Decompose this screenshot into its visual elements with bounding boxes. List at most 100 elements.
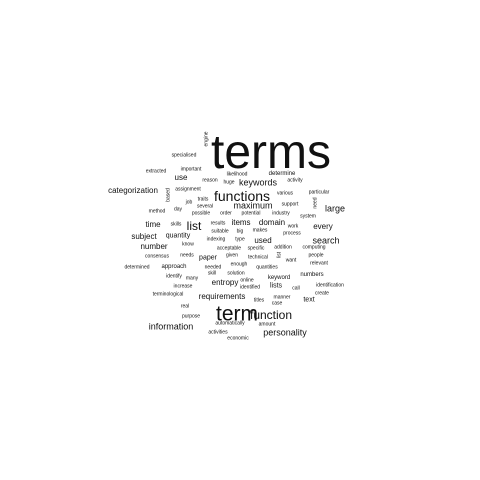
cloud-word: people bbox=[308, 252, 324, 259]
cloud-word: need bbox=[312, 197, 319, 209]
cloud-word: numbers bbox=[300, 272, 324, 278]
cloud-word: order bbox=[220, 210, 232, 217]
cloud-word: identified bbox=[239, 284, 261, 291]
cloud-word: indexing bbox=[206, 236, 226, 243]
cloud-word: technical bbox=[248, 254, 268, 261]
cloud-word: potential bbox=[241, 210, 261, 217]
cloud-word: time bbox=[145, 220, 161, 229]
cloud-word: engine bbox=[203, 131, 210, 147]
cloud-word: terms bbox=[211, 126, 331, 179]
cloud-word: likelihood bbox=[226, 171, 248, 178]
cloud-word: keyword bbox=[267, 275, 291, 281]
cloud-word: specialised bbox=[171, 152, 197, 159]
cloud-word: approach bbox=[161, 264, 187, 270]
cloud-word: assignment bbox=[175, 186, 201, 193]
cloud-word: used bbox=[254, 236, 272, 245]
cloud-word: method bbox=[148, 208, 166, 215]
cloud-word: every bbox=[313, 222, 333, 231]
cloud-word: quantities bbox=[256, 264, 278, 271]
cloud-word: identify bbox=[166, 273, 182, 280]
cloud-word: real bbox=[180, 303, 190, 310]
cloud-word: determined bbox=[124, 264, 150, 271]
cloud-word: day bbox=[173, 206, 183, 213]
cloud-word: system bbox=[300, 213, 316, 220]
cloud-word: entropy bbox=[211, 278, 239, 287]
cloud-word: particular bbox=[308, 189, 330, 196]
cloud-word: want bbox=[285, 257, 297, 264]
cloud-word: extracted bbox=[145, 168, 167, 175]
cloud-word: several bbox=[196, 203, 214, 210]
cloud-word: results bbox=[210, 220, 226, 227]
cloud-word: increase bbox=[173, 283, 193, 290]
cloud-word: domain bbox=[258, 218, 286, 227]
cloud-word: suitable bbox=[211, 228, 229, 235]
cloud-word: manner bbox=[273, 294, 291, 301]
cloud-word: many bbox=[185, 275, 199, 282]
cloud-word: relevant bbox=[310, 260, 328, 267]
cloud-word: online bbox=[240, 277, 254, 284]
cloud-word: big bbox=[236, 228, 244, 235]
cloud-word: skills bbox=[170, 221, 182, 228]
cloud-word: makes bbox=[252, 227, 268, 234]
cloud-word: know bbox=[182, 241, 194, 248]
cloud-word: computing bbox=[302, 244, 326, 251]
cloud-word: terminological bbox=[152, 291, 184, 298]
cloud-word: search bbox=[312, 235, 340, 246]
cloud-word: create bbox=[315, 290, 329, 297]
cloud-word: solution bbox=[227, 270, 245, 277]
cloud-word: requirements bbox=[198, 292, 246, 301]
cloud-word: lists bbox=[269, 282, 283, 290]
cloud-word: huge bbox=[223, 179, 235, 186]
cloud-word: use bbox=[174, 173, 188, 182]
cloud-word: enough bbox=[230, 261, 248, 268]
cloud-word: items bbox=[231, 218, 251, 227]
cloud-word: given bbox=[226, 252, 238, 259]
cloud-word: automatically bbox=[215, 320, 245, 327]
cloud-word: list bbox=[276, 251, 283, 259]
cloud-word: various bbox=[276, 190, 294, 197]
cloud-word: work bbox=[287, 223, 299, 230]
cloud-word: addition bbox=[274, 244, 292, 251]
cloud-word: activity bbox=[287, 177, 303, 184]
cloud-word: economic bbox=[227, 335, 249, 342]
cloud-word: specific bbox=[247, 245, 265, 252]
cloud-word: amount bbox=[258, 321, 276, 328]
cloud-word: maximum bbox=[233, 200, 273, 211]
cloud-word: information bbox=[148, 321, 194, 332]
cloud-word: job bbox=[185, 199, 193, 206]
cloud-word: categorization bbox=[108, 186, 158, 195]
cloud-word: support bbox=[281, 201, 299, 208]
cloud-word: number bbox=[140, 242, 168, 251]
cloud-word: needed bbox=[204, 264, 222, 271]
cloud-word: purpose bbox=[181, 313, 201, 320]
cloud-word: functions bbox=[213, 188, 271, 204]
cloud-word: call bbox=[292, 285, 300, 292]
cloud-word: case bbox=[271, 300, 283, 307]
cloud-word: personality bbox=[263, 327, 307, 338]
cloud-word: titles bbox=[253, 297, 265, 304]
cloud-word: term bbox=[216, 302, 258, 326]
cloud-word: traits bbox=[197, 196, 209, 203]
cloud-word: needs bbox=[180, 252, 194, 259]
cloud-word: important bbox=[180, 166, 202, 173]
cloud-word: large bbox=[324, 203, 346, 214]
cloud-word: text bbox=[303, 296, 315, 304]
cloud-word: keywords bbox=[238, 177, 278, 188]
cloud-word: quantity bbox=[165, 232, 191, 240]
cloud-word: process bbox=[283, 230, 301, 237]
cloud-word: function bbox=[249, 308, 293, 322]
cloud-word: based bbox=[165, 188, 172, 202]
cloud-word: subject bbox=[131, 232, 157, 241]
cloud-word: consensus bbox=[145, 253, 169, 260]
cloud-word: paper bbox=[199, 254, 217, 262]
cloud-word: type bbox=[235, 236, 245, 243]
cloud-word: identification bbox=[316, 282, 344, 289]
cloud-word: skill bbox=[207, 270, 217, 277]
cloud-word: activities bbox=[208, 329, 228, 336]
cloud-word: reason bbox=[202, 177, 218, 184]
cloud-word: possible bbox=[191, 210, 211, 217]
cloud-word: industry bbox=[272, 210, 290, 217]
cloud-word: determine bbox=[268, 171, 296, 177]
cloud-word: acceptable bbox=[216, 245, 242, 252]
